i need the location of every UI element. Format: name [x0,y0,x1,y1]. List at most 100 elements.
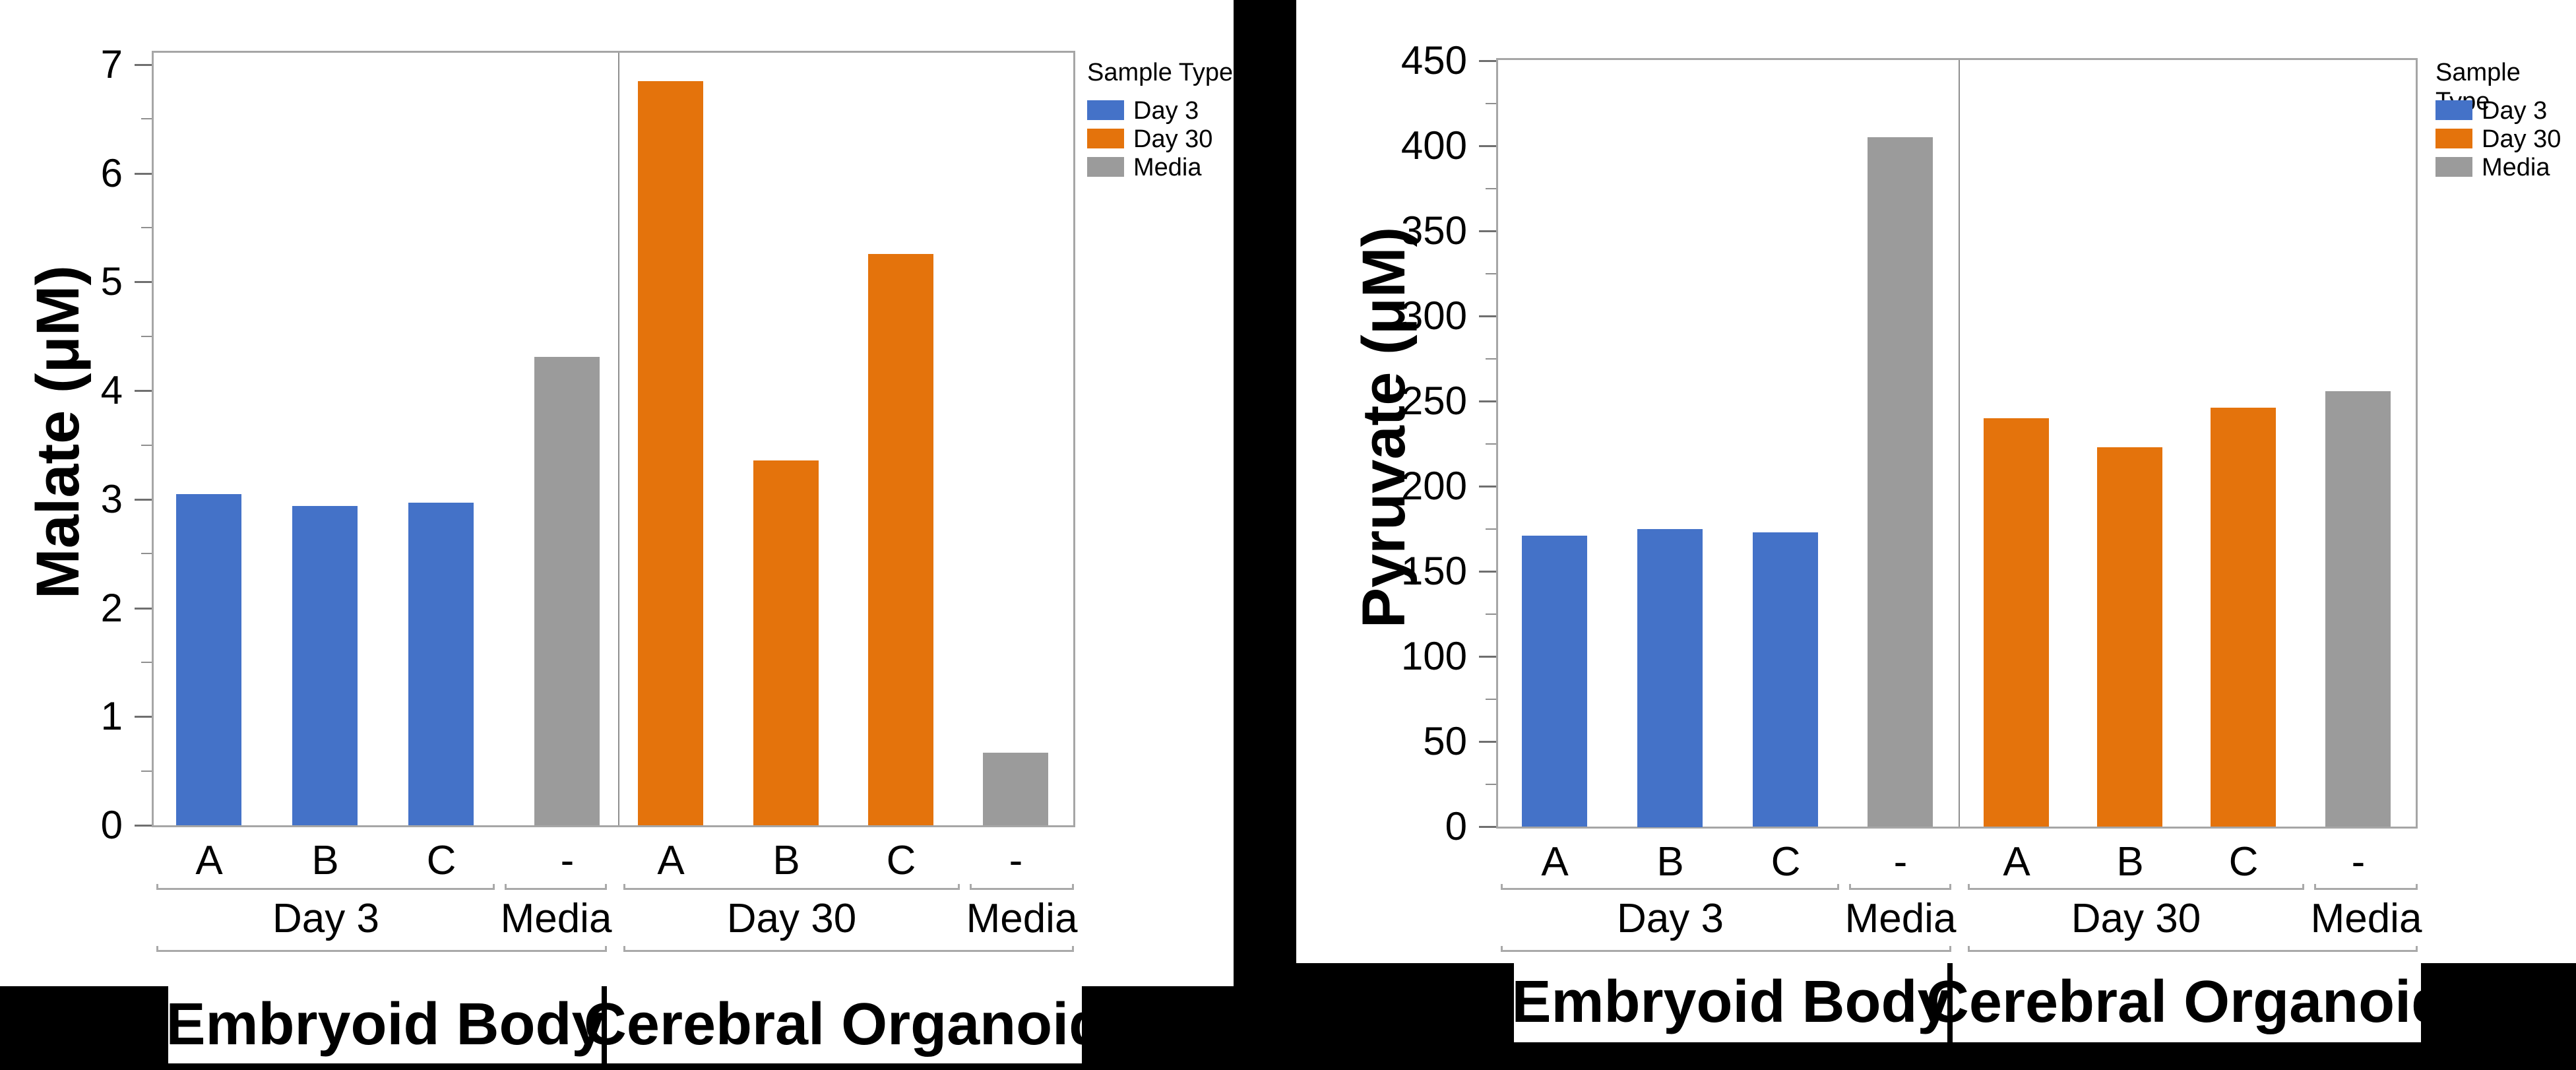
malate-subgroup-label: Day 3 [272,896,379,941]
malate-y-major-tick [135,64,152,66]
malate-bar-media-- [534,357,600,825]
pyruvate-y-tick-label: 150 [1400,549,1467,593]
pyruvate-bar-day30-A [1984,418,2049,827]
pyruvate-x-tick-label: A [2003,839,2030,885]
pyruvate-bar-day3-A [1522,536,1587,827]
pyruvate-y-major-tick [1479,656,1496,658]
malate-y-major-tick [135,499,152,501]
malate-subgroup-bracket [505,884,607,890]
pyruvate-y-minor-tick [1486,784,1496,785]
pyruvate-y-tick-label: 300 [1400,294,1467,338]
pyruvate-subgroup-bracket [1968,884,2304,890]
pyruvate-y-minor-tick [1486,188,1496,189]
malate-subgroup-bracket [623,884,960,890]
pyruvate-y-minor-tick [1486,273,1496,274]
pyruvate-x-tick-label: B [1656,839,1684,885]
malate-subgroup-bracket [970,884,1074,890]
malate-subgroup-label: Media [966,896,1078,941]
pyruvate-legend-label: Media [2482,154,2550,181]
pyruvate-y-major-tick [1479,826,1496,828]
pyruvate-subgroup-bracket [1849,884,1951,890]
malate-group-label-cerebral-organoid: Cerebral Organoid [583,991,1106,1057]
pyruvate-group-label-cerebral-organoid: Cerebral Organoid [1926,969,2448,1035]
malate-x-tick-label: C [886,838,916,883]
malate-subgroup-label: Day 30 [726,896,857,941]
malate-y-minor-tick [141,553,152,554]
pyruvate-subgroup-bracket [1501,884,1839,890]
pyruvate-subgroup-bracket [2314,884,2418,890]
malate-group-divider-line [618,53,619,825]
pyruvate-bar-day3-B [1637,529,1703,827]
malate-y-major-tick [135,716,152,718]
pyruvate-y-tick-label: 350 [1400,208,1467,253]
pyruvate-y-minor-tick [1486,358,1496,360]
malate-y-minor-tick [141,445,152,446]
pyruvate-subgroup-label: Day 30 [2071,896,2201,941]
pyruvate-group-bracket [1968,946,2418,952]
pyruvate-legend-swatch-day3 [2435,100,2472,120]
pyruvate-subgroup-label: Media [2310,896,2422,941]
pyruvate-y-minor-tick [1486,614,1496,615]
pyruvate-legend-swatch-day30 [2435,129,2472,148]
malate-legend-label: Day 30 [1133,125,1213,153]
malate-y-minor-tick [141,118,152,119]
pyruvate-legend-swatch-media [2435,157,2472,177]
pyruvate-bar-day30-C [2211,408,2276,827]
pyruvate-y-tick-label: 50 [1423,719,1467,763]
malate-legend-swatch-day3 [1087,100,1124,120]
pyruvate-bar-media-- [1868,137,1933,827]
pyruvate-y-tick-label: 450 [1400,38,1467,82]
pyruvate-bar-day3-C [1753,532,1818,827]
malate-bar-day3-A [176,494,241,825]
malate-x-tick-label: B [772,838,800,883]
pyruvate-x-tick-label: - [2351,839,2366,885]
malate-y-axis-title: Malate (μM) [24,265,92,600]
pyruvate-y-tick-label: 400 [1400,123,1467,168]
malate-y-tick-label: 0 [100,803,123,847]
malate-subgroup-label: Media [500,896,612,941]
pyruvate-group-label-divider [1947,963,1953,1042]
malate-group-label-band [168,986,1082,1063]
malate-y-tick-label: 6 [100,151,123,195]
pyruvate-y-major-tick [1479,400,1496,402]
malate-x-tick-label: A [657,838,685,883]
malate-subgroup-bracket [156,884,495,890]
malate-y-minor-tick [141,336,152,337]
pyruvate-y-major-tick [1479,315,1496,317]
malate-y-minor-tick [141,771,152,772]
malate-group-label-embryoid-body: Embryoid Body [166,991,605,1057]
malate-y-tick-label: 3 [100,477,123,521]
pyruvate-legend-label: Day 30 [2482,125,2561,153]
malate-y-major-tick [135,608,152,610]
pyruvate-group-bracket [1501,946,1951,952]
malate-legend-label: Day 3 [1133,97,1199,125]
pyruvate-group-label-embryoid-body: Embryoid Body [1511,969,1951,1035]
pyruvate-y-minor-tick [1486,699,1496,700]
pyruvate-y-major-tick [1479,230,1496,232]
malate-legend-swatch-media [1087,157,1124,177]
pyruvate-y-major-tick [1479,145,1496,147]
pyruvate-y-minor-tick [1486,443,1496,445]
malate-group-bracket [623,946,1074,952]
malate-plot-area [152,51,1075,827]
pyruvate-x-tick-label: B [2116,839,2144,885]
pyruvate-bar-day30-B [2097,447,2162,827]
pyruvate-x-tick-label: A [1541,839,1569,885]
malate-x-tick-label: A [195,838,223,883]
pyruvate-y-tick-label: 200 [1400,464,1467,508]
malate-bar-day30-B [753,460,819,825]
malate-group-label-divider [602,986,607,1063]
malate-y-tick-label: 2 [100,586,123,630]
pyruvate-x-tick-label: C [1771,839,1801,885]
malate-y-major-tick [135,390,152,392]
malate-bar-day3-B [292,506,358,825]
malate-legend-swatch-day30 [1087,129,1124,148]
malate-x-tick-label: C [426,838,456,883]
malate-legend-label: Media [1133,154,1202,181]
pyruvate-bar-media-- [2325,391,2391,827]
pyruvate-y-tick-label: 100 [1400,634,1467,678]
pyruvate-group-label-band [1514,963,2421,1042]
malate-y-tick-label: 5 [100,259,123,303]
pyruvate-y-tick-label: 250 [1400,379,1467,423]
